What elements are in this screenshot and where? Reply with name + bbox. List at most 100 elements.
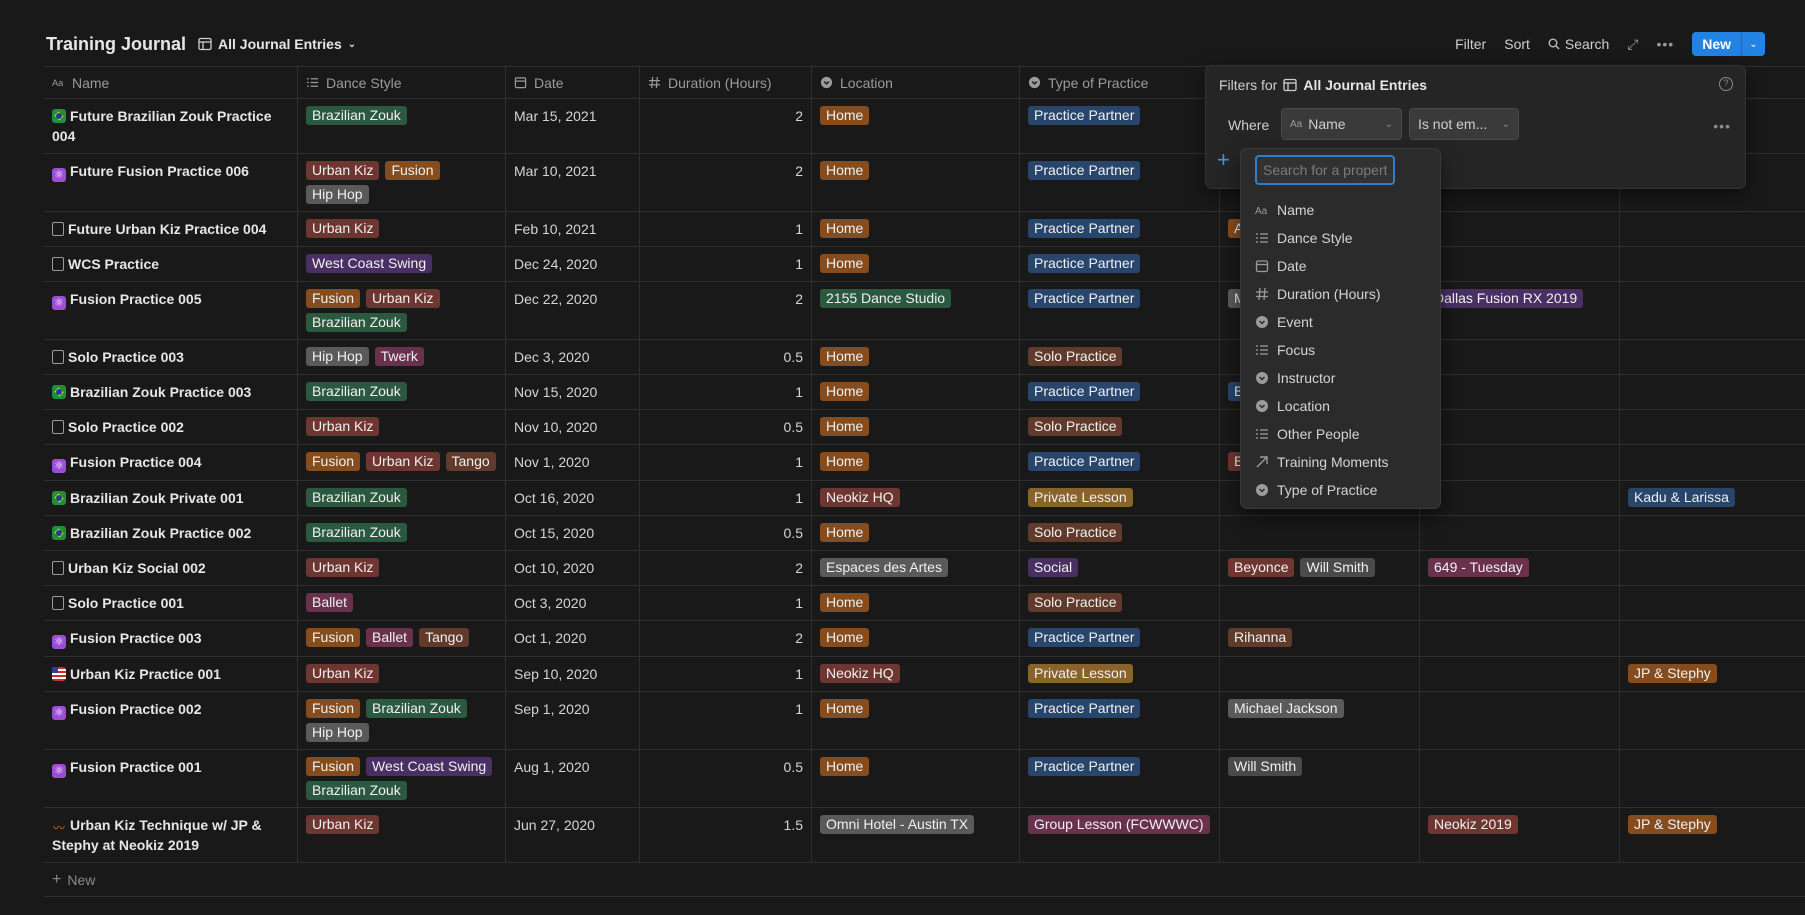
cell-location[interactable]: 2155 Dance Studio [812, 282, 1020, 339]
cell-property[interactable] [1620, 750, 1805, 807]
help-icon[interactable]: ? [1719, 77, 1733, 91]
cell-type-of-practice[interactable]: Group Lesson (FCWWWC) [1020, 808, 1220, 862]
cell-duration[interactable]: 2 [640, 621, 812, 656]
cell-dance-style[interactable]: Brazilian Zouk [298, 516, 506, 550]
property-option[interactable]: Type of Practice [1241, 476, 1440, 504]
table-row[interactable]: Solo Practice 001 Ballet Oct 3, 2020 1 Home S… [44, 586, 1805, 621]
cell-dance-style[interactable]: Ballet [298, 586, 506, 620]
cell-property[interactable]: Beyonce Will Smith [1220, 551, 1420, 585]
cell-property[interactable] [1620, 551, 1805, 585]
cell-property[interactable] [1420, 692, 1620, 749]
cell-date[interactable]: Oct 16, 2020 [506, 481, 640, 515]
cell-property[interactable] [1420, 410, 1620, 444]
cell-dance-style[interactable]: Fusion Urban Kiz Tango [298, 445, 506, 480]
cell-duration[interactable]: 1 [640, 212, 812, 246]
row-title[interactable]: Solo Practice 002 [52, 417, 184, 437]
cell-property[interactable] [1220, 586, 1420, 620]
cell-name[interactable]: Future Urban Kiz Practice 004 [44, 212, 298, 246]
cell-type-of-practice[interactable]: Practice Partner [1020, 282, 1220, 339]
cell-property[interactable] [1220, 657, 1420, 691]
more-icon[interactable]: ••• [1656, 36, 1675, 52]
cell-duration[interactable]: 1 [640, 692, 812, 749]
cell-property[interactable] [1420, 657, 1620, 691]
cell-name[interactable]: Urban Kiz Social 002 [44, 551, 298, 585]
expand-icon[interactable]: ⤢ [1627, 35, 1639, 52]
cell-property[interactable] [1620, 247, 1805, 281]
cell-date[interactable]: Sep 10, 2020 [506, 657, 640, 691]
cell-name[interactable]: Brazilian Zouk Practice 002 [44, 516, 298, 550]
add-filter-icon[interactable]: + [1217, 147, 1230, 172]
cell-type-of-practice[interactable]: Practice Partner [1020, 692, 1220, 749]
filter-property-select[interactable]: Aa Name ⌄ [1281, 108, 1402, 140]
cell-property[interactable]: Kadu & Larissa [1620, 481, 1805, 515]
property-option[interactable]: Instructor [1241, 364, 1440, 392]
cell-property[interactable] [1620, 282, 1805, 339]
cell-property[interactable] [1420, 516, 1620, 550]
property-option[interactable]: Training Moments [1241, 448, 1440, 476]
row-title[interactable]: Brazilian Zouk Private 001 [52, 488, 244, 508]
cell-date[interactable]: Dec 24, 2020 [506, 247, 640, 281]
cell-type-of-practice[interactable]: Solo Practice [1020, 340, 1220, 374]
cell-date[interactable]: Dec 3, 2020 [506, 340, 640, 374]
cell-location[interactable]: Home [812, 410, 1020, 444]
table-row[interactable]: Solo Practice 003 Hip Hop Twerk Dec 3, 2020… [44, 340, 1805, 375]
table-row[interactable]: Brazilian Zouk Practice 003 Brazilian Zou… [44, 375, 1805, 410]
view-selector[interactable]: All Journal Entries ⌄ [198, 36, 356, 52]
cell-dance-style[interactable]: Hip Hop Twerk [298, 340, 506, 374]
row-title[interactable]: Brazilian Zouk Practice 002 [52, 523, 251, 543]
row-title[interactable]: Urban Kiz Social 002 [52, 558, 206, 578]
cell-name[interactable]: ⚛ Future Fusion Practice 006 [44, 154, 298, 211]
cell-dance-style[interactable]: Urban Kiz [298, 657, 506, 691]
cell-location[interactable]: Home [812, 750, 1020, 807]
column-header-duration[interactable]: Duration (Hours) [640, 67, 812, 98]
row-title[interactable]: ⚛ Fusion Practice 001 [52, 757, 202, 778]
cell-location[interactable]: Home [812, 586, 1020, 620]
row-title[interactable]: ⚛ Fusion Practice 005 [52, 289, 202, 310]
cell-property[interactable] [1420, 340, 1620, 374]
row-title[interactable]: ⚛ Fusion Practice 003 [52, 628, 202, 649]
cell-property[interactable] [1420, 247, 1620, 281]
cell-location[interactable]: Home [812, 621, 1020, 656]
cell-type-of-practice[interactable]: Practice Partner [1020, 621, 1220, 656]
cell-name[interactable]: Urban Kiz Practice 001 [44, 657, 298, 691]
cell-duration[interactable]: 1 [640, 445, 812, 480]
cell-dance-style[interactable]: Fusion West Coast Swing Brazilian Zouk [298, 750, 506, 807]
cell-name[interactable]: ⚛ Fusion Practice 002 [44, 692, 298, 749]
cell-type-of-practice[interactable]: Private Lesson [1020, 481, 1220, 515]
sort-button[interactable]: Sort [1504, 36, 1530, 52]
cell-property[interactable] [1220, 808, 1420, 862]
cell-type-of-practice[interactable]: Practice Partner [1020, 247, 1220, 281]
cell-type-of-practice[interactable]: Practice Partner [1020, 99, 1220, 153]
cell-property[interactable] [1420, 445, 1620, 480]
cell-date[interactable]: Oct 1, 2020 [506, 621, 640, 656]
add-row-button[interactable]: + New [44, 863, 1805, 897]
cell-dance-style[interactable]: Fusion Brazilian Zouk Hip Hop [298, 692, 506, 749]
cell-duration[interactable]: 0.5 [640, 410, 812, 444]
cell-property[interactable] [1620, 692, 1805, 749]
cell-name[interactable]: Solo Practice 002 [44, 410, 298, 444]
column-header-date[interactable]: Date [506, 67, 640, 98]
table-row[interactable]: 〰 Urban Kiz Technique w/ JP & Stephy at N… [44, 808, 1805, 863]
table-row[interactable]: Brazilian Zouk Private 001 Brazilian Zouk… [44, 481, 1805, 516]
cell-date[interactable]: Feb 10, 2021 [506, 212, 640, 246]
column-header-type-of-practice[interactable]: Type of Practice [1020, 67, 1220, 98]
cell-property[interactable] [1420, 212, 1620, 246]
cell-name[interactable]: Solo Practice 003 [44, 340, 298, 374]
cell-date[interactable]: Mar 15, 2021 [506, 99, 640, 153]
cell-property[interactable]: 649 - Tuesday [1420, 551, 1620, 585]
row-title[interactable]: Future Urban Kiz Practice 004 [52, 219, 266, 239]
row-title[interactable]: WCS Practice [52, 254, 159, 274]
cell-property[interactable] [1620, 516, 1805, 550]
cell-date[interactable]: Oct 3, 2020 [506, 586, 640, 620]
cell-property[interactable]: Michael Jackson [1220, 692, 1420, 749]
cell-duration[interactable]: 0.5 [640, 516, 812, 550]
cell-property[interactable] [1420, 586, 1620, 620]
cell-type-of-practice[interactable]: Solo Practice [1020, 586, 1220, 620]
cell-dance-style[interactable]: Fusion Urban Kiz Brazilian Zouk [298, 282, 506, 339]
cell-location[interactable]: Home [812, 516, 1020, 550]
property-option[interactable]: Dance Style [1241, 224, 1440, 252]
cell-date[interactable]: Jun 27, 2020 [506, 808, 640, 862]
cell-name[interactable]: Brazilian Zouk Practice 003 [44, 375, 298, 409]
cell-property[interactable] [1620, 586, 1805, 620]
column-header-dance-style[interactable]: Dance Style [298, 67, 506, 98]
